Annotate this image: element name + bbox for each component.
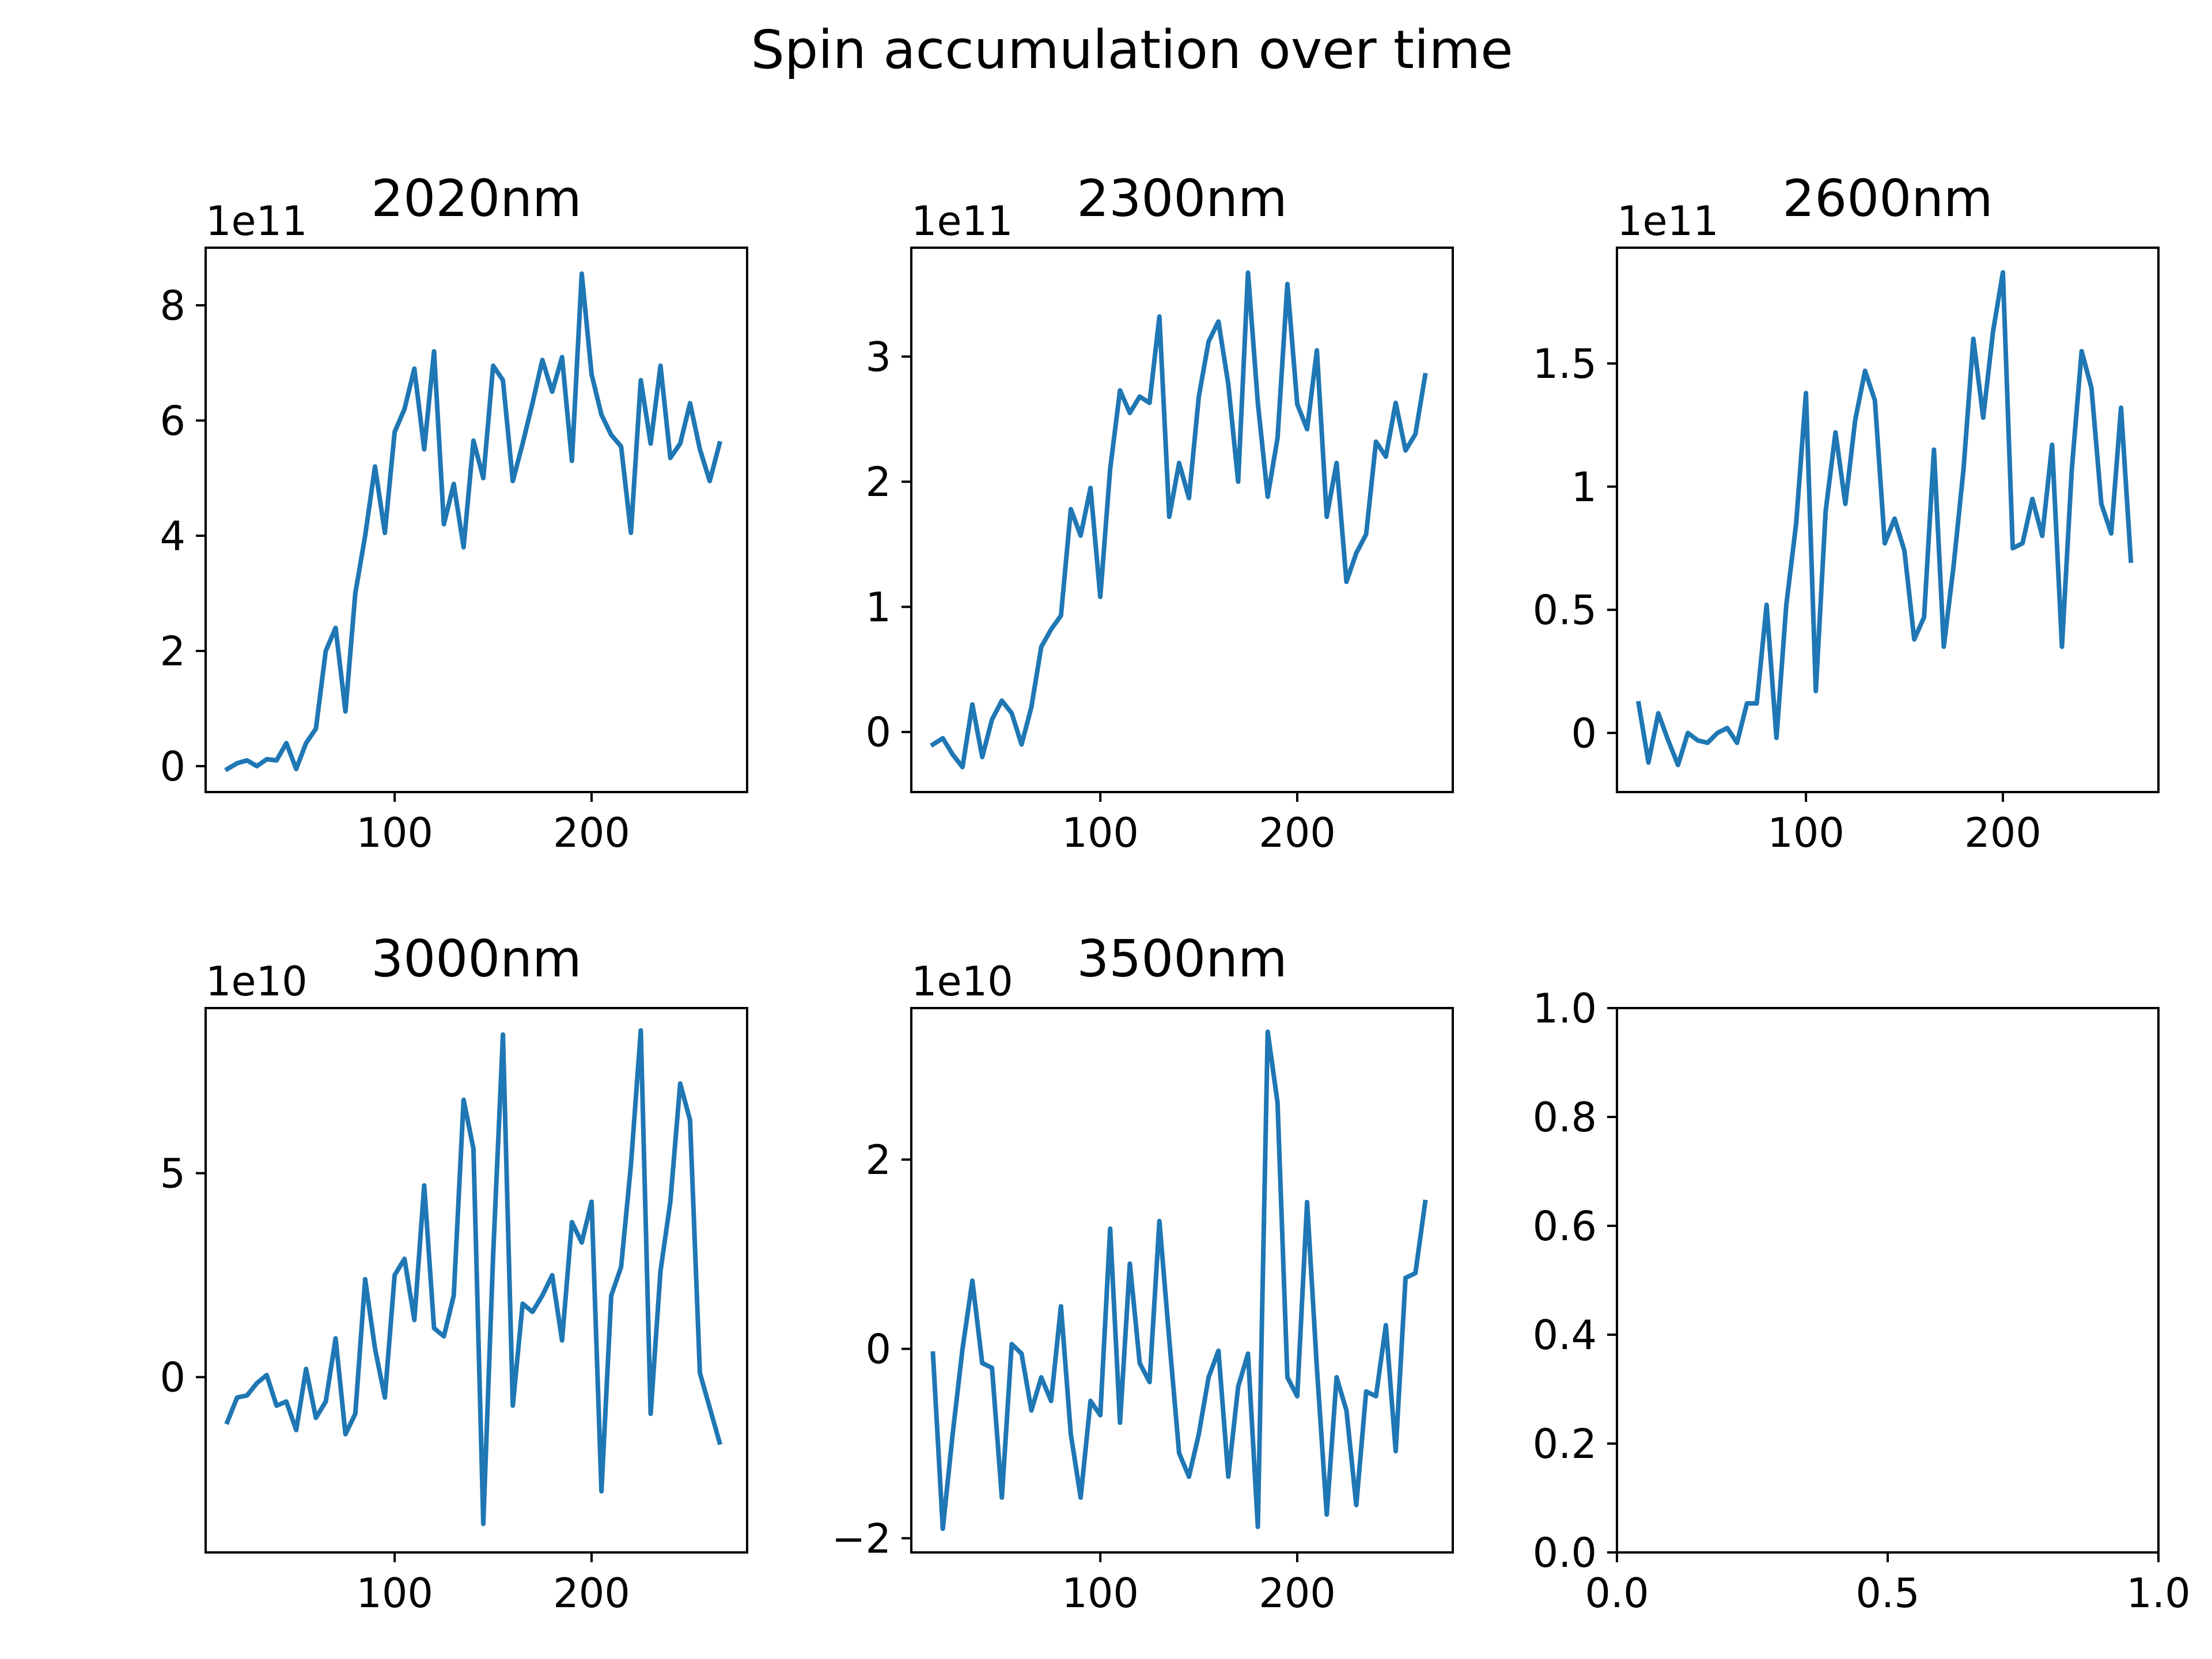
y-tick-label: 2 [160,628,185,675]
x-tick-label: 100 [356,1570,433,1617]
y-tick-label: 4 [160,513,185,560]
y-tick-label: 0.0 [1533,1529,1597,1577]
axes-frame [1616,247,2160,793]
subplot-title: 3000nm [371,929,581,988]
y-tick-label: 0 [160,1354,185,1402]
axes-frame [910,1007,1454,1554]
subplot-1: 100 200 0 2 4 6 8 1e11 2020nm [160,169,748,857]
series-line [224,1028,723,1527]
y-tick-label: 1 [1571,464,1597,511]
series-line [930,270,1428,770]
y-tick-label: 0 [865,709,891,756]
x-tick-label: 0.5 [1855,1570,1919,1617]
subplot-title: 3500nm [1077,929,1287,988]
y-tick-label: 3 [865,334,891,381]
offset-label: 1e10 [206,958,308,1005]
series-line [224,271,722,772]
offset-label: 1e11 [911,198,1013,245]
y-tick-label: 0.2 [1533,1421,1597,1468]
y-tick-label: 6 [160,397,185,445]
offset-label: 1e11 [1617,198,1719,245]
y-tick-label: 0.5 [1533,587,1597,634]
subplot-6: 0.0 0.5 1.0 0.0 0.2 0.4 0.6 0.8 1.0 [1533,985,2191,1617]
subplot-title: 2020nm [371,169,581,228]
x-tick-label: 200 [553,809,630,857]
x-tick-label: 100 [356,809,433,857]
y-tick-label: 2 [865,1137,891,1184]
x-tick-label: 1.0 [2126,1570,2190,1617]
subplot-title: 2600nm [1782,169,1993,228]
x-tick-label: 200 [1259,1570,1336,1617]
y-tick-label: −2 [832,1515,891,1562]
y-tick-label: 0 [1571,710,1597,757]
subplot-4: 100 200 0 5 1e10 3000nm [160,929,748,1617]
x-tick-label: 100 [1767,809,1844,857]
y-tick-label: 2 [865,459,891,506]
subplot-5: 100 200 −2 0 2 1e10 3500nm [832,929,1454,1617]
offset-label: 1e10 [911,958,1013,1005]
y-tick-label: 0.4 [1533,1312,1597,1359]
x-tick-label: 0.0 [1585,1570,1649,1617]
series-line [1635,270,2134,767]
subplot-3: 100 200 0 0.5 1 1.5 1e11 2600nm [1533,169,2160,857]
y-tick-label: 1.5 [1533,340,1597,388]
offset-label: 1e11 [206,198,308,245]
subplot-2: 100 200 0 1 2 3 1e11 2300nm [865,169,1454,857]
y-tick-label: 5 [160,1150,185,1198]
axes-frame [204,1007,748,1554]
figure-title: Spin accumulation over time [751,19,1513,81]
x-tick-label: 200 [553,1570,630,1617]
y-tick-label: 1 [865,584,891,631]
y-tick-label: 8 [160,282,185,329]
subplot-title: 2300nm [1077,169,1287,228]
y-tick-label: 0.8 [1533,1094,1597,1141]
x-tick-label: 200 [1259,809,1336,857]
x-tick-label: 100 [1062,1570,1139,1617]
y-tick-label: 0.6 [1533,1203,1597,1250]
y-tick-label: 1.0 [1533,985,1597,1032]
axes-frame [910,247,1454,793]
y-tick-label: 0 [865,1326,891,1373]
y-tick-label: 0 [160,743,185,790]
axes-frame [204,247,748,793]
series-line [930,1029,1428,1531]
x-tick-label: 100 [1062,809,1139,857]
x-tick-label: 200 [1964,809,2041,857]
